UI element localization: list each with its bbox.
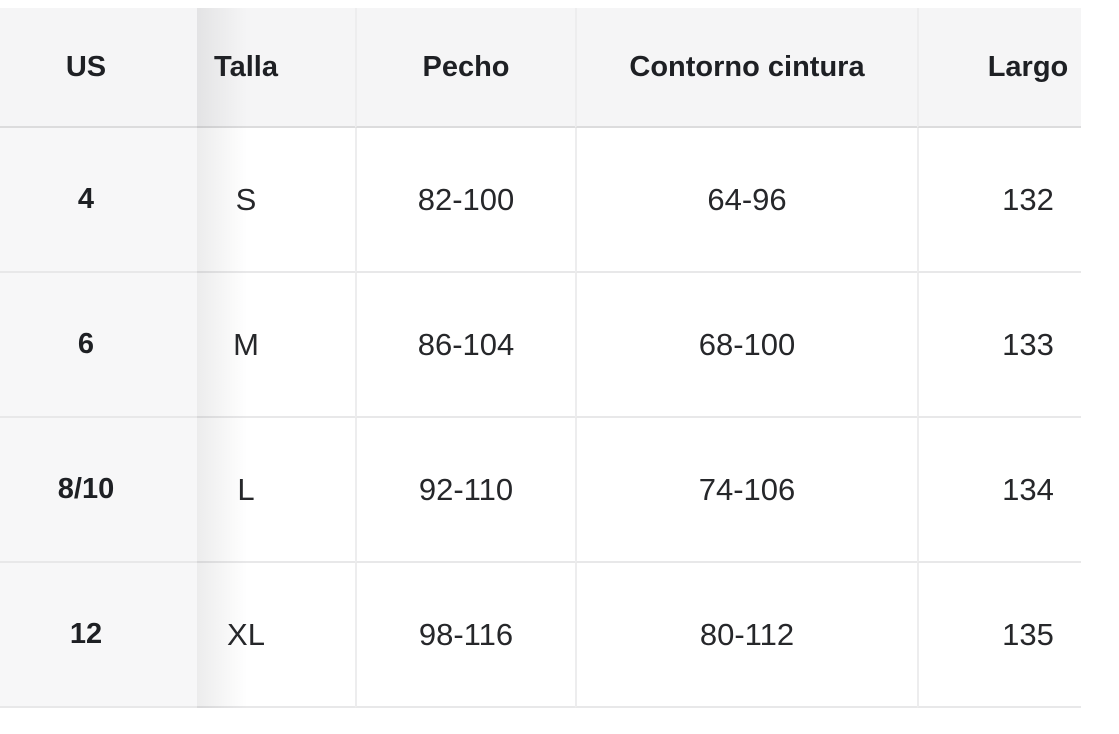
cell-contorno-row3: 74-106 [575, 418, 917, 563]
column-header-contorno: Contorno cintura [575, 8, 917, 128]
cell-pecho-row3: 92-110 [355, 418, 575, 563]
cell-contorno-row4: 80-112 [575, 563, 917, 708]
column-header-largo: Largo [917, 8, 1081, 128]
sticky-us-column: US 4 6 8/10 12 [0, 8, 197, 708]
cell-us-row4: 12 [0, 563, 197, 708]
cell-contorno-row1: 64-96 [575, 128, 917, 273]
size-chart-scroll-area[interactable]: Talla Pecho Contorno cintura Largo S 82-100 64… [0, 8, 1081, 708]
cell-largo-row1: 132 [917, 128, 1081, 273]
cell-pecho-row2: 86-104 [355, 273, 575, 418]
cell-us-row3: 8/10 [0, 418, 197, 563]
size-chart-table: Talla Pecho Contorno cintura Largo S 82-100 64… [137, 8, 1081, 708]
column-header-pecho: Pecho [355, 8, 575, 128]
column-header-us: US [0, 8, 197, 128]
cell-pecho-row4: 98-116 [355, 563, 575, 708]
cell-pecho-row1: 82-100 [355, 128, 575, 273]
cell-largo-row3: 134 [917, 418, 1081, 563]
cell-contorno-row2: 68-100 [575, 273, 917, 418]
cell-us-row1: 4 [0, 128, 197, 273]
cell-largo-row4: 135 [917, 563, 1081, 708]
cell-largo-row2: 133 [917, 273, 1081, 418]
cell-us-row2: 6 [0, 273, 197, 418]
